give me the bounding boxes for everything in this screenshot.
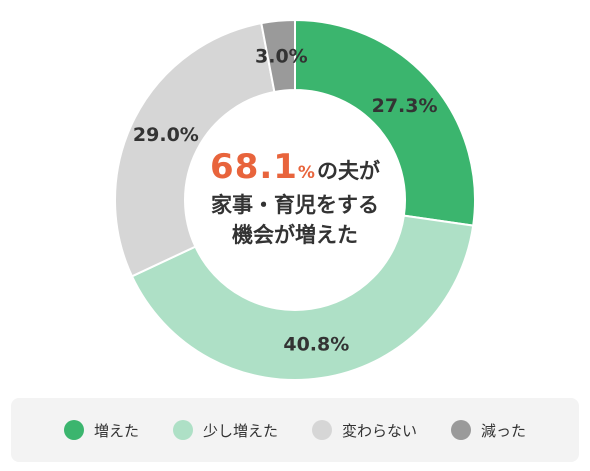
center-highlight-unit: % <box>297 163 315 183</box>
legend-swatch-3 <box>451 420 472 440</box>
donut-slice-2 <box>114 22 276 278</box>
legend-item-1: 少し増えた <box>172 420 278 441</box>
donut-slice-0 <box>294 18 476 227</box>
slice-value-label-0: 27.3% <box>372 95 438 117</box>
legend-label-3: 減った <box>481 421 527 440</box>
donut-slice-3 <box>260 18 296 94</box>
center-line2: 家事・育児をする <box>211 193 379 217</box>
donut-chart: 27.3% 40.8% 29.0% 3.0% <box>114 18 476 381</box>
center-line1-text: の夫が <box>316 159 380 183</box>
legend-item-2: 変わらない <box>312 420 417 441</box>
slice-value-label-1: 40.8% <box>283 333 349 355</box>
chart-legend: 増えた 少し増えた 変わらない 減った <box>11 398 579 462</box>
legend-swatch-0 <box>63 420 84 440</box>
legend-item-3: 減った <box>451 420 526 441</box>
legend-label-1: 少し増えた <box>202 421 278 440</box>
slice-value-label-2: 29.0% <box>133 124 199 146</box>
donut-slice-1 <box>130 214 475 381</box>
center-caption: 68.1%の夫が 家事・育児をする 機会が増えた <box>185 150 405 250</box>
legend-swatch-2 <box>312 420 332 440</box>
legend-swatch-1 <box>172 420 193 440</box>
legend-label-0: 増えた <box>93 421 139 440</box>
slice-value-label-3: 3.0% <box>255 46 308 68</box>
center-line3: 機会が増えた <box>232 223 358 247</box>
legend-item-0: 増えた <box>63 420 139 441</box>
center-highlight-value: 68.1 <box>210 147 298 187</box>
legend-label-2: 変わらない <box>342 421 418 440</box>
